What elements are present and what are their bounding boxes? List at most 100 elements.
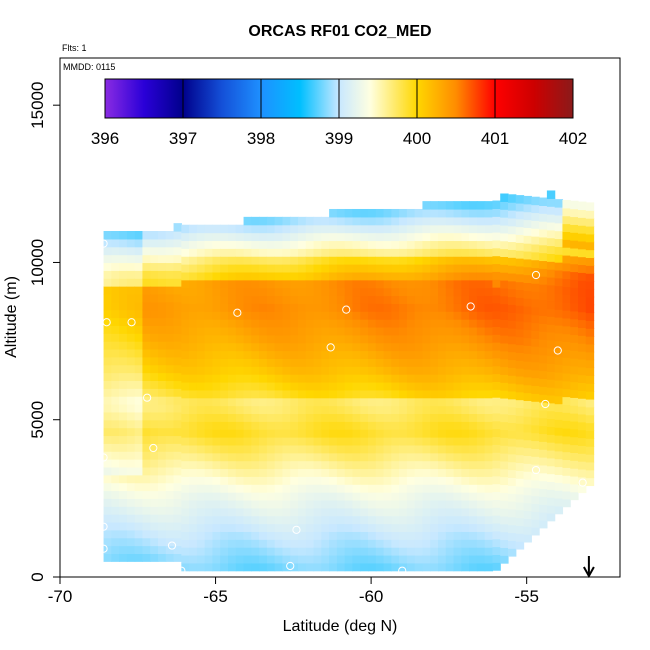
heatmap-cell bbox=[150, 427, 159, 437]
heatmap-cell bbox=[523, 258, 532, 268]
heatmap-cell bbox=[352, 444, 361, 454]
heatmap-cell bbox=[251, 232, 260, 242]
heatmap-cell bbox=[578, 437, 587, 446]
heatmap-cell bbox=[399, 539, 408, 548]
heatmap-cell bbox=[134, 529, 144, 539]
heatmap-cell bbox=[438, 201, 447, 210]
heatmap-cell bbox=[492, 428, 501, 438]
heatmap-cell bbox=[274, 444, 284, 454]
heatmap-cell bbox=[111, 348, 120, 358]
heatmap-cell bbox=[453, 547, 462, 556]
heatmap-cell bbox=[438, 295, 447, 304]
heatmap-cell bbox=[438, 437, 447, 446]
heatmap-cell bbox=[523, 431, 532, 441]
heatmap-cell bbox=[391, 208, 400, 218]
heatmap-cell bbox=[313, 295, 322, 304]
heatmap-cell bbox=[461, 444, 470, 454]
heatmap-cell bbox=[500, 555, 509, 564]
heatmap-cell bbox=[282, 515, 291, 525]
heatmap-cell bbox=[313, 240, 322, 249]
heatmap-cell bbox=[196, 397, 206, 407]
heatmap-cell bbox=[422, 224, 431, 234]
heatmap-cell bbox=[181, 224, 190, 234]
heatmap-cell bbox=[406, 539, 416, 548]
heatmap-cell bbox=[266, 444, 276, 454]
heatmap-cell bbox=[469, 279, 478, 289]
heatmap-cell bbox=[352, 248, 361, 257]
heatmap-cell bbox=[578, 453, 587, 462]
heatmap-cell bbox=[469, 240, 478, 249]
heatmap-cell bbox=[523, 534, 532, 543]
heatmap-cell bbox=[383, 374, 392, 383]
heatmap-cell bbox=[142, 443, 151, 452]
heatmap-cell bbox=[158, 553, 167, 562]
heatmap-cell bbox=[126, 301, 136, 311]
heatmap-cell bbox=[578, 303, 587, 313]
heatmap-cell bbox=[515, 383, 525, 393]
heatmap-cell bbox=[298, 421, 307, 430]
heatmap-cell bbox=[336, 295, 346, 304]
heatmap-cell bbox=[391, 381, 400, 391]
heatmap-cell bbox=[438, 256, 447, 265]
heatmap-cell bbox=[562, 270, 571, 280]
heatmap-cell bbox=[142, 333, 151, 342]
heatmap-cell bbox=[251, 240, 260, 249]
heatmap-cell bbox=[126, 529, 136, 539]
heatmap-cell bbox=[111, 482, 120, 492]
heatmap-cell bbox=[103, 246, 112, 256]
heatmap-cell bbox=[150, 238, 159, 248]
heatmap-cell bbox=[243, 492, 252, 501]
heatmap-cell bbox=[103, 396, 112, 405]
heatmap-cell bbox=[484, 389, 494, 399]
heatmap-cell bbox=[305, 334, 315, 344]
heatmap-cell bbox=[111, 404, 120, 413]
heatmap-cell bbox=[189, 271, 198, 281]
heatmap-cell bbox=[438, 444, 447, 454]
heatmap-cell bbox=[298, 248, 307, 257]
heatmap-cell bbox=[103, 498, 112, 507]
heatmap-cell bbox=[274, 224, 284, 234]
heatmap-cell bbox=[134, 474, 144, 484]
heatmap-cell bbox=[461, 334, 470, 344]
heatmap-cell bbox=[336, 287, 346, 297]
heatmap-cell bbox=[539, 512, 548, 521]
heatmap-cell bbox=[196, 295, 206, 304]
heatmap-cell bbox=[290, 405, 299, 415]
heatmap-cell bbox=[298, 476, 307, 485]
heatmap-cell bbox=[313, 366, 322, 375]
heatmap-cell bbox=[220, 240, 229, 249]
heatmap-cell bbox=[321, 311, 330, 320]
heatmap-cell bbox=[492, 216, 501, 225]
heatmap-cell bbox=[422, 287, 431, 297]
heatmap-cell bbox=[445, 539, 455, 548]
heatmap-cell bbox=[445, 350, 455, 359]
heatmap-cell bbox=[321, 366, 330, 375]
heatmap-cell bbox=[220, 334, 229, 344]
heatmap-cell bbox=[430, 389, 439, 399]
heatmap-cell bbox=[585, 265, 595, 274]
heatmap-cell bbox=[554, 427, 564, 436]
heatmap-cell bbox=[282, 476, 291, 485]
heatmap-cell bbox=[142, 435, 151, 444]
heatmap-cell bbox=[476, 232, 486, 242]
heatmap-cell bbox=[360, 216, 369, 226]
heatmap-cell bbox=[414, 326, 424, 336]
heatmap-cell bbox=[438, 429, 447, 438]
heatmap-cell bbox=[476, 484, 486, 493]
heatmap-cell bbox=[492, 554, 501, 563]
heatmap-cell bbox=[406, 444, 416, 454]
heatmap-cell bbox=[196, 429, 206, 438]
heatmap-cell bbox=[142, 364, 151, 374]
heatmap-cell bbox=[453, 468, 462, 477]
heatmap-cell bbox=[523, 345, 532, 354]
heatmap-cell bbox=[422, 437, 431, 446]
heatmap-cell bbox=[212, 476, 221, 485]
heatmap-cell bbox=[469, 350, 478, 359]
sample-point bbox=[167, 541, 177, 550]
heatmap-cell bbox=[196, 523, 206, 532]
heatmap-cell bbox=[570, 247, 579, 257]
heatmap-cell bbox=[391, 264, 400, 273]
heatmap-cell bbox=[414, 208, 424, 218]
heatmap-cell bbox=[305, 460, 315, 470]
heatmap-cell bbox=[235, 381, 245, 391]
